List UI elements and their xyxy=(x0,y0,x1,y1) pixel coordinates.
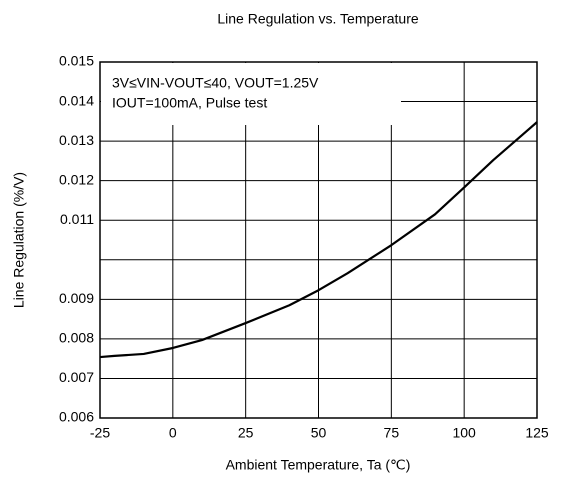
x-tick-label: 50 xyxy=(311,425,327,441)
y-tick-label: 0.011 xyxy=(60,211,94,227)
x-tick-label: 100 xyxy=(452,425,476,441)
y-tick-label: 0.014 xyxy=(59,92,94,108)
y-tick-label: 0.007 xyxy=(59,369,94,385)
y-tick-label: 0.006 xyxy=(59,409,94,425)
x-tick-label: 0 xyxy=(169,425,177,441)
annotation: IOUT=100mA, Pulse test xyxy=(112,95,267,111)
x-tick-label: -25 xyxy=(90,425,110,441)
x-tick-label: 75 xyxy=(384,425,400,441)
data-line xyxy=(99,121,538,359)
x-axis-label: Ambient Temperature, Ta (℃) xyxy=(226,457,411,473)
annotation: 3V≤VIN-VOUT≤40, VOUT=1.25V xyxy=(112,75,319,91)
plot-frame xyxy=(99,61,538,419)
annotation-box xyxy=(101,63,401,125)
y-tick-label: 0.015 xyxy=(59,53,94,69)
y-tick-label: 0.012 xyxy=(59,171,94,187)
y-tick-label: 0.013 xyxy=(59,132,94,148)
y-tick-label: 0.008 xyxy=(59,330,94,346)
y-axis-label: Line Regulation (%/V) xyxy=(11,172,27,308)
chart-title: Line Regulation vs. Temperature xyxy=(217,11,419,27)
y-tick-label: 0.009 xyxy=(59,290,94,306)
x-tick-label: 25 xyxy=(238,425,254,441)
x-tick-label: 125 xyxy=(525,425,549,441)
